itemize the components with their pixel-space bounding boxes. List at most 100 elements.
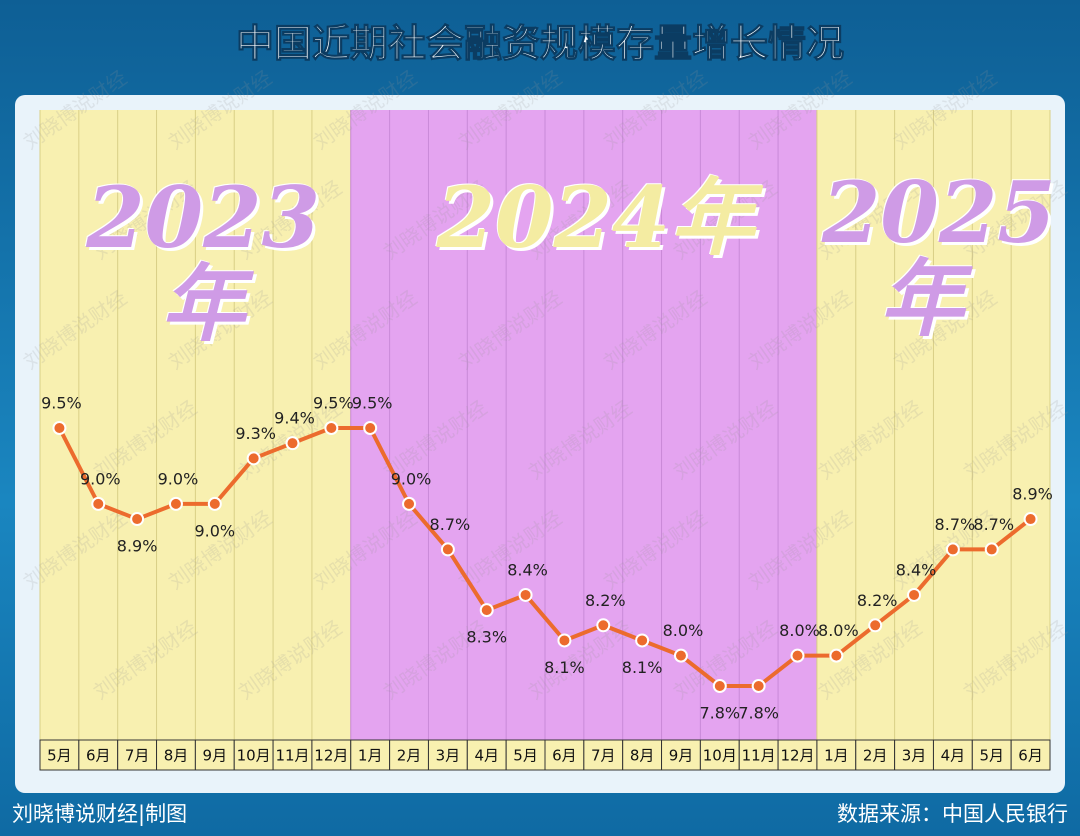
x-tick-label: 3月 xyxy=(436,747,461,765)
x-tick-label: 1月 xyxy=(824,747,849,765)
value-label: 8.3% xyxy=(466,628,507,647)
x-tick-label: 11月 xyxy=(275,747,309,765)
month-cell xyxy=(389,739,429,771)
point xyxy=(751,679,766,693)
x-tick-label: 4月 xyxy=(474,747,499,765)
month-cell xyxy=(78,739,119,771)
point xyxy=(945,542,960,557)
value-label: 9.4% xyxy=(274,409,315,428)
month-cell xyxy=(699,739,740,771)
value-label: 9.0% xyxy=(80,469,121,488)
point xyxy=(52,421,67,435)
month-cell xyxy=(855,739,896,771)
x-tick-label: 6月 xyxy=(1018,747,1043,765)
x-tick-label: 5月 xyxy=(513,747,538,765)
year-label: 2024年 xyxy=(436,168,755,267)
x-tick-label: 5月 xyxy=(47,747,72,765)
x-tick-label: 1月 xyxy=(358,747,383,765)
value-label: 8.1% xyxy=(622,658,663,677)
point xyxy=(712,679,727,693)
title: 中国近期社会融资规模存量增长情况 xyxy=(236,22,844,66)
value-label: 8.4% xyxy=(507,560,548,579)
value-label: 9.0% xyxy=(158,469,199,488)
point xyxy=(168,496,183,511)
value-label: 8.9% xyxy=(1012,485,1053,504)
value-label: 8.2% xyxy=(585,591,626,610)
point xyxy=(440,542,455,557)
value-label: 9.0% xyxy=(194,521,235,540)
value-label: 7.8% xyxy=(699,704,740,723)
month-cell xyxy=(583,739,624,771)
x-tick-label: 12月 xyxy=(314,747,348,765)
x-tick-label: 10月 xyxy=(237,747,271,765)
month-cell xyxy=(544,739,585,771)
x-tick-label: 3月 xyxy=(902,747,927,765)
x-tick-label: 6月 xyxy=(86,747,111,765)
point xyxy=(518,587,533,602)
footer-right: 数据来源：中国人民银行 xyxy=(837,802,1068,826)
value-label: 9.5% xyxy=(352,394,393,413)
point xyxy=(285,436,300,451)
point xyxy=(673,648,688,663)
year-label: 2023年 xyxy=(86,168,321,353)
value-label: 9.0% xyxy=(391,469,432,488)
month-cell xyxy=(505,739,546,771)
value-label: 8.4% xyxy=(896,560,937,579)
x-tick-label: 11月 xyxy=(742,747,776,765)
point xyxy=(907,587,922,602)
value-label: 8.7% xyxy=(430,515,471,534)
month-cell xyxy=(971,739,1012,771)
value-label: 8.1% xyxy=(544,658,585,677)
x-tick-label: 7月 xyxy=(591,747,616,765)
value-label: 9.5% xyxy=(313,394,354,413)
x-tick-label: 7月 xyxy=(125,747,150,765)
x-tick-label: 2月 xyxy=(863,747,888,765)
point xyxy=(596,618,611,633)
point xyxy=(1023,512,1038,527)
value-label: 9.3% xyxy=(235,424,276,443)
point xyxy=(324,421,339,435)
x-tick-label: 8月 xyxy=(630,747,655,765)
month-cell xyxy=(661,739,701,771)
month-cell xyxy=(777,739,818,771)
month-cell xyxy=(932,739,973,771)
x-tick-label: 9月 xyxy=(203,747,228,765)
x-tick-label: 8月 xyxy=(164,747,189,765)
point xyxy=(984,542,999,557)
point xyxy=(829,648,844,663)
x-tick-label: 4月 xyxy=(941,747,966,765)
point xyxy=(479,603,494,618)
x-tick-label: 6月 xyxy=(552,747,577,765)
value-label: 8.7% xyxy=(935,515,976,534)
x-tick-label: 9月 xyxy=(669,747,694,765)
month-cell xyxy=(350,739,391,771)
value-label: 8.2% xyxy=(857,591,898,610)
line xyxy=(57,426,1032,688)
point xyxy=(130,512,145,527)
x-tick-label: 2月 xyxy=(397,747,422,765)
point xyxy=(635,633,650,648)
x-tick-label: 10月 xyxy=(703,747,737,765)
point xyxy=(91,496,106,511)
value-label: 8.0% xyxy=(779,621,820,640)
value-label: 8.0% xyxy=(663,621,704,640)
point xyxy=(790,648,805,663)
x-tick-label: 5月 xyxy=(979,747,1004,765)
month-cell xyxy=(738,739,779,771)
footer-left: 刘晓博说财经|制图 xyxy=(12,802,187,827)
month-cell xyxy=(427,739,468,771)
point xyxy=(868,618,883,633)
value-label: 8.7% xyxy=(973,515,1014,534)
x-tick-label: 12月 xyxy=(780,747,814,765)
value-label: 8.9% xyxy=(117,537,158,556)
value-label: 8.0% xyxy=(818,621,859,640)
value-label: 7.8% xyxy=(738,704,779,723)
point xyxy=(207,496,222,511)
value-label: 9.5% xyxy=(41,394,82,413)
year-label: 2025年 xyxy=(821,163,1056,348)
point xyxy=(402,496,417,511)
point xyxy=(363,421,378,435)
month-cell xyxy=(1010,739,1051,771)
